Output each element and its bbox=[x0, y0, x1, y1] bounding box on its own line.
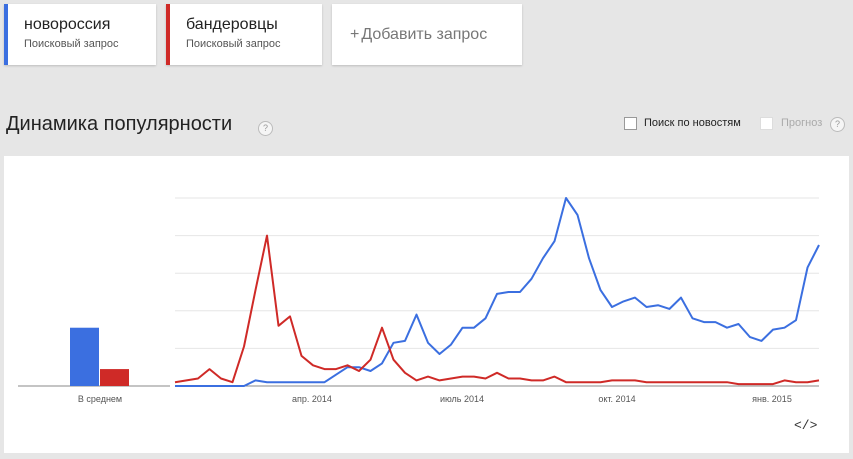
forecast-help-icon[interactable]: ? bbox=[830, 117, 845, 132]
series-line-1 bbox=[175, 197, 820, 387]
section-title: Динамика популярности bbox=[6, 113, 233, 135]
add-query-label: Добавить запрос bbox=[361, 26, 488, 43]
average-bar-1 bbox=[70, 327, 99, 386]
forecast-label[interactable]: Прогноз bbox=[781, 117, 823, 129]
x-tick-label: апр. 2014 bbox=[292, 394, 332, 404]
embed-code-icon[interactable]: </> bbox=[794, 418, 818, 433]
plus-icon: + bbox=[350, 26, 360, 43]
term-subtitle: Поисковый запрос bbox=[24, 38, 119, 50]
x-tick-label: янв. 2015 bbox=[752, 394, 792, 404]
news-search-label[interactable]: Поиск по новостям bbox=[644, 117, 741, 129]
trend-chart: В среднем апр. 2014 июль 2014 окт. 2014 янв… bbox=[18, 197, 820, 404]
series-line-2 bbox=[174, 234, 820, 386]
term-color-bar bbox=[166, 4, 170, 65]
term-name: новороссия bbox=[24, 16, 111, 33]
forecast-checkbox[interactable] bbox=[760, 117, 773, 130]
term-card-2[interactable]: бандеровцы Поисковый запрос bbox=[166, 4, 322, 65]
news-search-checkbox[interactable] bbox=[624, 117, 637, 130]
x-tick-label: июль 2014 bbox=[440, 394, 484, 404]
help-icon[interactable]: ? bbox=[258, 121, 273, 136]
term-card-1[interactable]: новороссия Поисковый запрос bbox=[4, 4, 156, 65]
term-subtitle: Поисковый запрос bbox=[186, 38, 281, 50]
add-query-card[interactable]: + Добавить запрос bbox=[332, 4, 522, 65]
term-color-bar bbox=[4, 4, 8, 65]
average-bar-2 bbox=[100, 369, 129, 386]
x-tick-label: окт. 2014 bbox=[598, 394, 635, 404]
add-query-button[interactable]: + Добавить запрос bbox=[350, 26, 487, 44]
chart-panel: В среднем апр. 2014 июль 2014 окт. 2014 янв… bbox=[4, 156, 849, 453]
term-name: бандеровцы bbox=[186, 16, 278, 33]
average-label: В среднем bbox=[78, 394, 122, 404]
